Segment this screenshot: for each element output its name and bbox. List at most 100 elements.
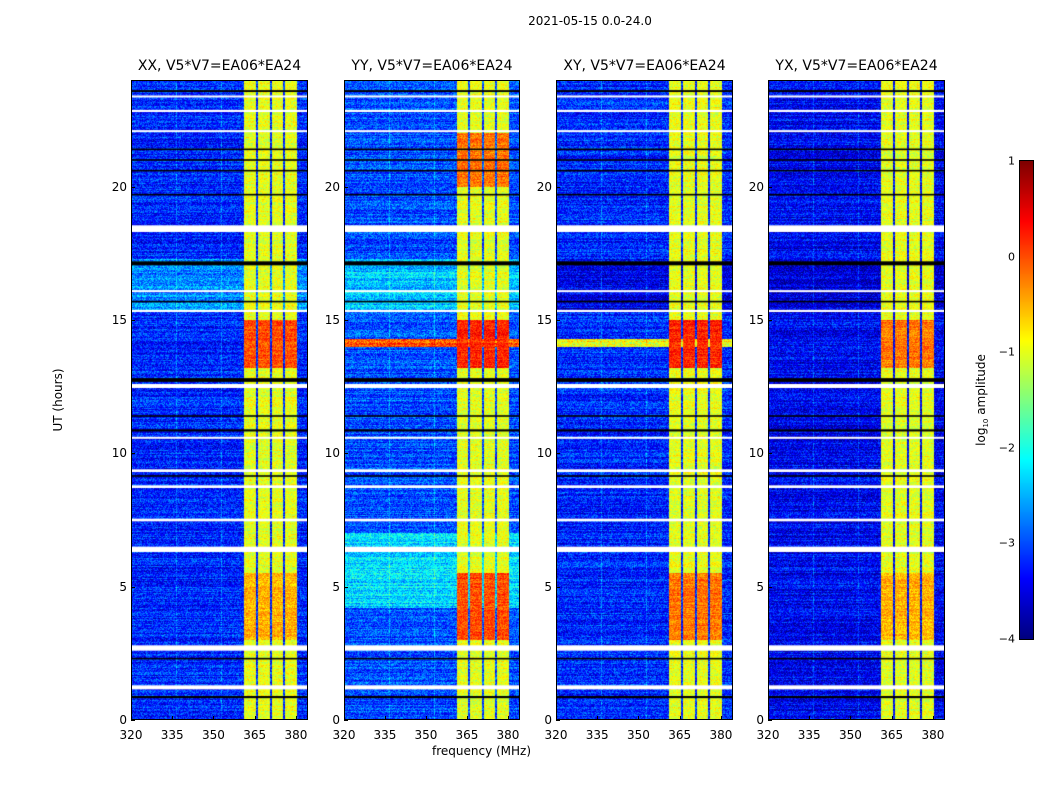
- y-tick-label: 5: [332, 579, 340, 594]
- y-axis-label: UT (hours): [51, 368, 65, 432]
- y-tick-label: 10: [748, 446, 764, 461]
- y-tick-label: 15: [748, 313, 764, 327]
- colorbar-tick-label: 1: [1008, 154, 1015, 168]
- x-tick-mark: [254, 716, 256, 720]
- colorbar-tick-label: −2: [998, 441, 1015, 455]
- x-tick-mark: [466, 716, 468, 720]
- x-axis-label: frequency (MHz): [432, 744, 532, 758]
- y-tick-mark: [344, 720, 348, 721]
- y-tick-label: 10: [324, 446, 340, 461]
- y-tick-mark: [131, 586, 135, 588]
- x-tick-label: 320: [544, 728, 568, 742]
- x-tick-label: 350: [627, 728, 650, 742]
- x-tick-label: 320: [119, 728, 143, 742]
- panel-title: YY, V5*V7=EA06*EA24: [351, 58, 513, 74]
- colorbar-tick-label: −4: [998, 632, 1015, 646]
- panel-yx: YX, V5*V7=EA06*EA24 320 335 350 365 380 0 5 10 15…: [749, 58, 945, 742]
- y-tick-label: 0: [332, 713, 340, 727]
- x-tick-mark: [213, 716, 215, 720]
- y-tick-mark: [556, 320, 560, 321]
- y-tick-label: 5: [756, 579, 764, 594]
- x-tick-label: 365: [455, 728, 479, 742]
- y-tick-mark: [768, 720, 772, 721]
- y-tick-label: 20: [324, 179, 340, 194]
- x-tick-mark: [932, 716, 934, 720]
- y-tick-label: 20: [536, 179, 552, 194]
- x-tick-label: 380: [496, 728, 520, 742]
- x-tick-mark: [768, 716, 769, 720]
- y-tick-mark: [131, 320, 135, 321]
- colorbar-label: log10 amplitude: [973, 354, 991, 446]
- x-tick-label: 365: [668, 728, 692, 742]
- x-tick-label: 380: [284, 728, 308, 742]
- x-tick-label: 335: [160, 728, 184, 742]
- y-tick-mark: [556, 720, 560, 721]
- x-tick-label: 320: [332, 728, 356, 742]
- y-tick-mark: [131, 453, 135, 455]
- x-tick-label: 335: [585, 728, 609, 742]
- x-tick-label: 335: [373, 728, 397, 742]
- colorbar: 1 0 −1 −2 −3 −4: [999, 155, 1034, 646]
- spectrogram-image: [556, 80, 733, 720]
- x-tick-mark: [597, 716, 599, 720]
- colorbar-tick-label: −3: [998, 536, 1015, 550]
- y-tick-mark: [344, 320, 348, 321]
- x-tick-mark: [850, 716, 852, 720]
- panel-yy: YY, V5*V7=EA06*EA24 320 335 350 365 380 0 5 10 15…: [325, 58, 520, 742]
- x-tick-mark: [131, 716, 132, 720]
- y-tick-label: 10: [536, 446, 552, 461]
- x-tick-mark: [344, 716, 345, 720]
- panel-title: XX, V5*V7=EA06*EA24: [137, 58, 302, 74]
- y-tick-mark: [556, 186, 560, 188]
- x-tick-label: 350: [202, 728, 225, 742]
- y-tick-label: 15: [111, 313, 127, 327]
- y-tick-label: 5: [544, 579, 552, 594]
- x-tick-mark: [556, 716, 557, 720]
- y-tick-mark: [556, 586, 560, 588]
- x-tick-mark: [720, 716, 722, 720]
- spectrogram-image: [131, 80, 308, 720]
- x-tick-label: 365: [880, 728, 904, 742]
- x-tick-mark: [507, 716, 509, 720]
- x-tick-label: 365: [243, 728, 267, 742]
- colorbar-tick-label: −1: [998, 345, 1015, 359]
- panel-title: YX, V5*V7=EA06*EA24: [775, 58, 938, 74]
- y-tick-label: 5: [119, 579, 127, 594]
- y-tick-label: 15: [324, 313, 340, 327]
- x-tick-label: 320: [756, 728, 780, 742]
- x-tick-mark: [172, 716, 174, 720]
- panel-xx: XX, V5*V7=EA06*EA24 320 335 350 365 380 0 5 10 15…: [112, 58, 308, 742]
- x-tick-mark: [809, 716, 811, 720]
- colorbar-tick-label: 0: [1008, 250, 1015, 264]
- y-tick-mark: [344, 586, 348, 588]
- x-tick-mark: [425, 716, 427, 720]
- spectrogram-image: [768, 80, 945, 720]
- x-tick-label: 350: [414, 728, 438, 742]
- y-tick-mark: [131, 186, 135, 188]
- y-tick-label: 20: [111, 179, 127, 194]
- spectrogram-image: [344, 80, 520, 720]
- y-tick-mark: [344, 453, 348, 455]
- y-tick-label: 0: [119, 713, 127, 727]
- x-tick-mark: [679, 716, 681, 720]
- x-tick-mark: [891, 716, 893, 720]
- x-tick-label: 380: [921, 728, 945, 742]
- x-tick-label: 335: [797, 728, 821, 742]
- y-tick-mark: [768, 186, 772, 188]
- y-tick-mark: [768, 320, 772, 321]
- panel-title: XY, V5*V7=EA06*EA24: [563, 58, 726, 74]
- y-tick-mark: [344, 186, 348, 188]
- figure-title: 2021-05-15 0.0-24.0: [528, 14, 652, 28]
- y-tick-label: 10: [111, 446, 127, 461]
- y-tick-label: 20: [748, 179, 764, 194]
- y-tick-mark: [768, 453, 772, 455]
- y-tick-mark: [556, 453, 560, 455]
- y-tick-label: 15: [536, 313, 552, 327]
- y-tick-label: 0: [544, 713, 552, 727]
- y-tick-mark: [131, 720, 135, 721]
- x-tick-label: 350: [839, 728, 862, 742]
- x-tick-mark: [295, 716, 297, 720]
- x-tick-mark: [638, 716, 640, 720]
- x-tick-mark: [384, 716, 386, 720]
- panel-xy: XY, V5*V7=EA06*EA24 320 335 350 365 380 0 5 10 15…: [537, 58, 733, 742]
